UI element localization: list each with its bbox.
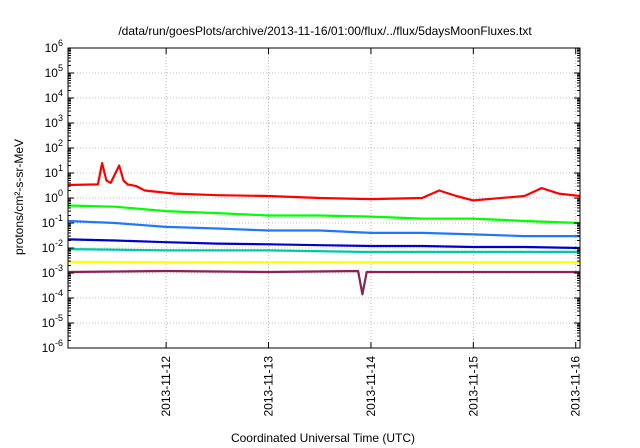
series-line-2 — [67, 204, 581, 225]
axis-ticks: 10-6 10-5 10-4 10-3 10-2 10-1 100 101 102 103 104 1… — [42, 38, 583, 417]
chart-title: /data/run/goesPlots/archive/2013-11-16/0… — [118, 24, 532, 38]
y-tick-label: 10-4 — [42, 288, 63, 305]
x-tick-label: 2013-11-15 — [466, 356, 480, 417]
y-tick-label: 102 — [45, 138, 63, 155]
y-tick-label: 10-2 — [42, 238, 63, 255]
x-tick-label: 2013-11-12 — [159, 356, 173, 417]
y-tick-label: 10-1 — [42, 213, 63, 230]
y-tick-label: 10-3 — [42, 263, 63, 280]
series-line-1 — [67, 162, 581, 202]
x-tick-label: 2013-11-16 — [569, 356, 583, 417]
y-tick-label: 100 — [45, 188, 63, 205]
series-line-4 — [67, 238, 581, 250]
y-tick-label: 103 — [45, 113, 63, 130]
series-line-3 — [67, 219, 580, 238]
x-axis-label: Coordinated Universal Time (UTC) — [231, 431, 415, 445]
y-tick-label: 10-6 — [42, 338, 63, 355]
series-lines — [67, 162, 581, 296]
series-line-5 — [67, 248, 580, 253]
x-tick-label: 2013-11-14 — [364, 356, 378, 417]
y-axis-label: protons/cm²-s-sr-MeV — [12, 139, 26, 255]
y-tick-label: 101 — [45, 163, 63, 180]
y-tick-label: 105 — [45, 63, 63, 80]
series-line-7 — [67, 269, 580, 296]
y-tick-label: 106 — [45, 38, 63, 55]
y-tick-label: 104 — [45, 88, 63, 105]
x-tick-label: 2013-11-13 — [262, 356, 276, 417]
y-tick-label: 10-5 — [42, 313, 63, 330]
